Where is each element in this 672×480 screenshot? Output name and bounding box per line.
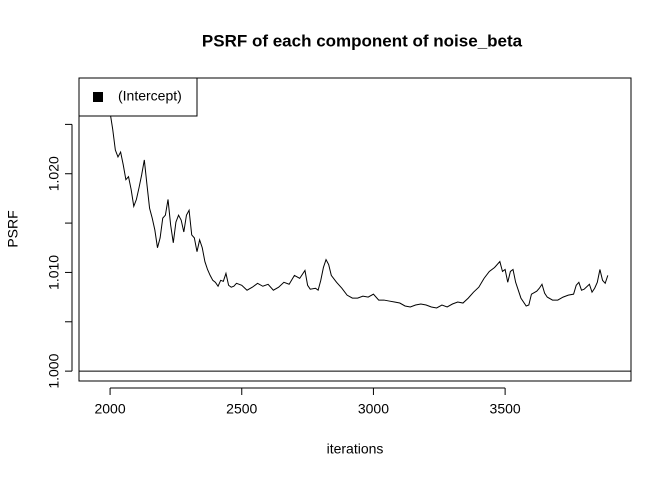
legend-label: (Intercept) <box>118 88 182 104</box>
y-tick-label: 1.010 <box>46 255 62 290</box>
x-tick-label: 3000 <box>358 401 389 417</box>
y-axis-label: PSRF <box>5 210 21 247</box>
legend-swatch <box>93 92 103 102</box>
chart-title: PSRF of each component of noise_beta <box>202 31 523 50</box>
x-tick-label: 2000 <box>94 401 125 417</box>
y-tick-label: 1.000 <box>46 353 62 388</box>
data-line <box>109 112 609 309</box>
plot-frame <box>78 77 632 382</box>
x-tick-label: 3500 <box>490 401 521 417</box>
x-tick-label: 2500 <box>226 401 257 417</box>
y-tick-label: 1.020 <box>46 156 62 191</box>
x-axis-label: iterations <box>327 441 384 457</box>
